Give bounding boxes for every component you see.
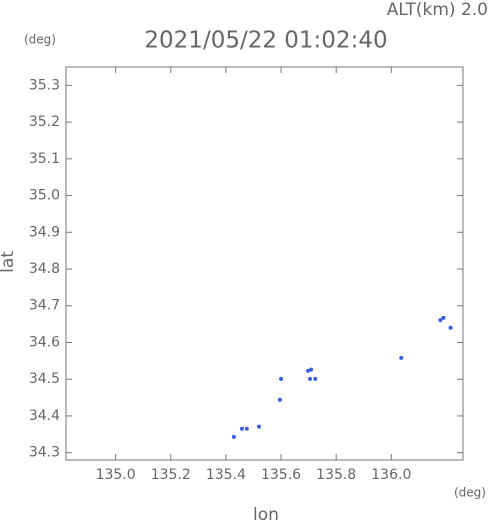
point [239,426,244,431]
point [279,376,284,381]
point [256,424,261,429]
y-tick-label: 34.9 [29,224,60,240]
point [313,376,318,381]
y-tick-label: 34.4 [29,408,60,424]
point [309,367,314,372]
point [277,397,282,402]
y-tick-label: 35.2 [29,114,60,130]
x-tick-label: 135.4 [206,467,246,483]
x-tick-label: 135.6 [261,467,301,483]
y-tick-label: 34.8 [29,261,60,277]
x-tick-label: 135.2 [151,467,191,483]
point [441,315,446,320]
x-axis-label: lon [253,505,279,521]
point [231,434,236,439]
chart-title: 2021/05/22 01:02:40 [144,28,387,54]
y-tick-label: 34.7 [29,298,60,314]
point [306,368,311,373]
y-tick-label: 34.3 [29,445,60,461]
point [244,426,249,431]
y-tick-label: 35.0 [29,188,60,204]
x-unit: (deg) [454,486,486,500]
x-tick-label: 135.8 [316,467,356,483]
point [399,355,404,360]
chart-subtitle: ALT(km) 2.0 [387,0,488,20]
x-tick-label: 136.0 [371,467,411,483]
y-tick-label: 35.3 [29,77,60,93]
y-tick-label: 35.1 [29,151,60,167]
point [448,325,453,330]
point [438,318,443,323]
y-unit: (deg) [24,33,56,47]
y-axis-label: lat [0,251,18,273]
point [307,376,312,381]
y-tick-label: 34.5 [29,371,60,387]
plot-frame [65,66,464,461]
y-tick-label: 34.6 [29,334,60,350]
x-tick-label: 135.0 [96,467,136,483]
